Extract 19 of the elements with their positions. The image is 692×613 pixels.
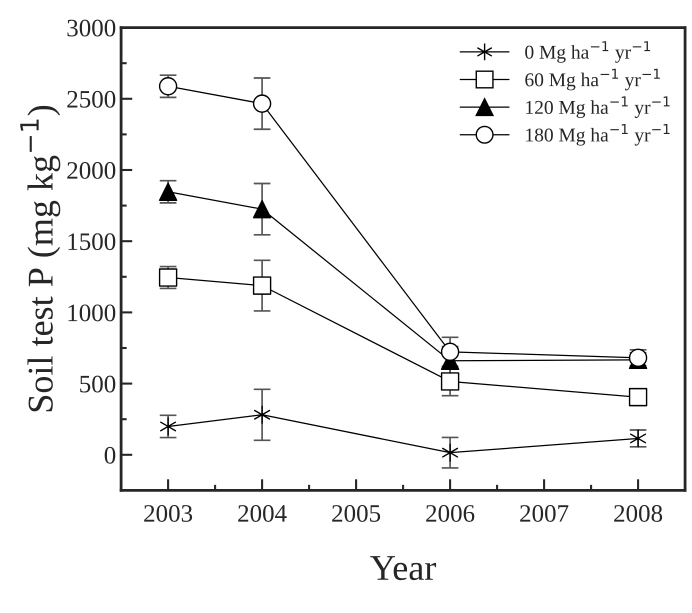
y-tick-label: 2500	[67, 90, 116, 108]
legend-label: 60 Mg ha$^{−1}$ yr$^{−1}$	[525, 68, 660, 90]
legend-label: 120 Mg ha$^{−1}$ yr$^{−1}$	[526, 96, 670, 118]
legend-label: 0 Mg ha$^{−1}$ yr$^{−1}$	[525, 41, 650, 63]
y-tick-label: 2000	[67, 162, 116, 179]
x-tick-label: 2008	[614, 505, 662, 522]
x-tick-label: 2005	[332, 505, 380, 522]
x-tick-label: 2007	[520, 505, 568, 522]
y-tick-label: 1500	[68, 233, 116, 250]
x-axis-title: Year	[370, 556, 436, 580]
y-tick-label: 0	[104, 446, 116, 464]
y-tick-label: 3000	[67, 20, 116, 37]
y-axis-title: Soil test P (mg kg$^{−1}$)	[20, 106, 60, 412]
y-tick-label: 1000	[68, 304, 116, 322]
x-tick-label: 2004	[238, 505, 287, 522]
x-tick-label: 2006	[426, 505, 474, 522]
x-tick-label: 2003	[144, 505, 192, 522]
legend-label: 180 Mg ha$^{−1}$ yr$^{−1}$	[526, 124, 670, 146]
y-tick-label: 500	[80, 376, 116, 393]
